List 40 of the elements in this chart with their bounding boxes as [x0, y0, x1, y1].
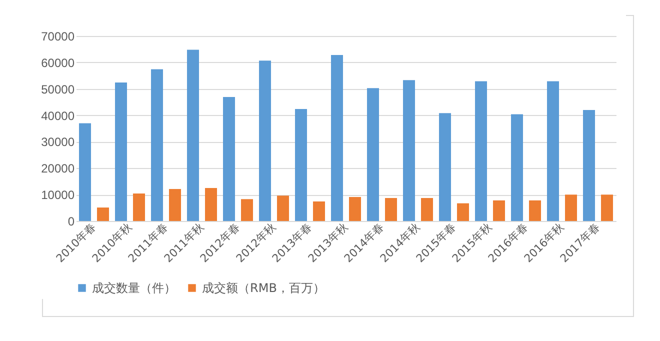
bar: [133, 194, 145, 221]
bar: [349, 196, 361, 221]
bar: [97, 208, 109, 221]
y-tick-label: 60000: [41, 56, 75, 70]
bar: [187, 50, 199, 221]
bar: [511, 114, 523, 221]
bar: [241, 199, 253, 221]
bar: [205, 188, 217, 221]
y-tick-label: 40000: [41, 108, 75, 123]
bar: [601, 194, 613, 221]
bar: [295, 108, 307, 221]
bar: [421, 198, 433, 221]
bar: [547, 81, 559, 221]
bar: [331, 55, 343, 221]
bar: [115, 82, 127, 221]
bar: [79, 123, 91, 221]
bar: [151, 69, 163, 221]
bar: [313, 201, 325, 221]
bar: [493, 200, 505, 221]
y-tick-label: 20000: [41, 162, 75, 176]
bar: [457, 203, 469, 221]
y-tick-label: 70000: [41, 30, 75, 44]
bar: [367, 88, 379, 221]
bar: [439, 113, 451, 221]
legend-label: 成交额（RMB，百万）: [202, 281, 325, 295]
bar: [565, 194, 577, 221]
bar: [169, 189, 181, 221]
bar: [223, 97, 235, 221]
y-tick-label: 0: [68, 214, 75, 228]
y-tick-label: 10000: [41, 188, 75, 202]
y-tick-label: 30000: [41, 135, 75, 150]
bar: [403, 80, 415, 221]
bar: [277, 196, 289, 221]
bar: [259, 60, 271, 221]
bar: [475, 81, 487, 221]
legend-label: 成交数量（件）: [92, 281, 176, 295]
bar: [385, 198, 397, 221]
y-tick-label: 50000: [41, 82, 75, 96]
bar: [529, 200, 541, 221]
bar: [583, 110, 595, 221]
